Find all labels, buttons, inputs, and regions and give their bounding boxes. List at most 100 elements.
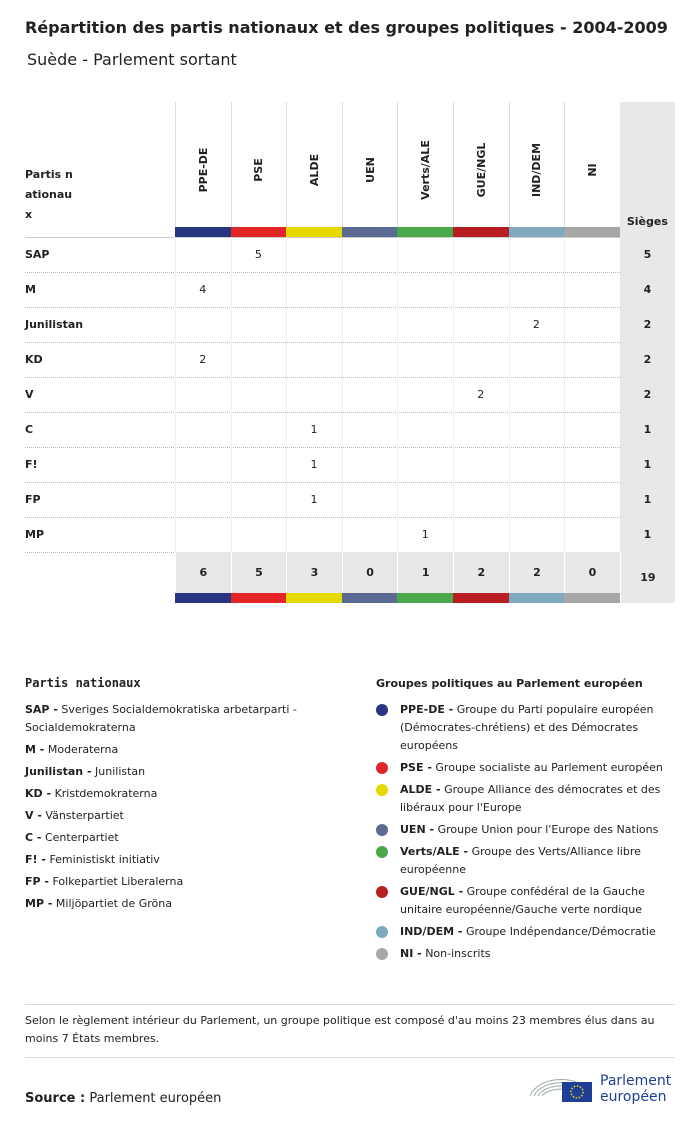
- column-header: IND/DEM: [529, 142, 543, 198]
- legend-item: SAP - Sveriges Socialdemokratiska arbeta…: [25, 701, 345, 737]
- group-color-bar: [175, 227, 231, 237]
- group-color-bar: [453, 593, 509, 603]
- cell-border: [453, 377, 454, 412]
- cell-border: [564, 307, 566, 342]
- cell-border: [564, 377, 566, 412]
- legend-item: GUE/NGL - Groupe confédéral de la Gauche…: [376, 883, 666, 919]
- cell-border: [341, 377, 343, 412]
- legend-body: IND/DEM - Groupe Indépendance/Démocratie: [400, 923, 656, 941]
- legend-text: Non-inscrits: [425, 947, 491, 960]
- cell-border: [286, 377, 288, 412]
- seat-count: 4: [199, 283, 207, 296]
- divider: [25, 1057, 675, 1058]
- cell-border: [341, 482, 343, 517]
- group-color-bar: [230, 227, 287, 237]
- legend-text: Groupe Indépendance/Démocratie: [465, 925, 656, 938]
- cell-border: [453, 447, 454, 482]
- cell-border: [397, 447, 399, 482]
- cell-border: [397, 412, 399, 447]
- column-rule: [341, 102, 343, 237]
- row-total: 2: [619, 307, 675, 342]
- legend-abbr: GUE/NGL -: [400, 885, 464, 898]
- group-total: 5: [230, 552, 287, 593]
- subtitle: Suède - Parlement sortant: [27, 50, 237, 69]
- group-color-bar: [564, 593, 620, 603]
- row-total: 1: [619, 482, 675, 517]
- legend-item: M - Moderaterna: [25, 741, 345, 759]
- group-color-bar: [453, 227, 509, 237]
- legend-item: V - Vänsterpartiet: [25, 807, 345, 825]
- legend-dot: [376, 886, 388, 898]
- cell-border: [341, 342, 343, 377]
- cell-border: [230, 377, 232, 412]
- cell-border: [175, 517, 176, 552]
- cell-border: [230, 482, 232, 517]
- cell-border: [453, 272, 454, 307]
- legend-dot: [376, 846, 388, 858]
- source-label: Source :: [25, 1091, 86, 1106]
- cell-border: [564, 272, 566, 307]
- group-color-bar: [230, 593, 287, 603]
- group-color-bar: [397, 227, 453, 237]
- cell-border: [175, 412, 176, 447]
- row-rule: [25, 517, 620, 518]
- logo-line: européen: [600, 1089, 667, 1105]
- cell-border: [564, 482, 566, 517]
- cell-border: [564, 342, 566, 377]
- column-rule: [564, 102, 566, 237]
- row-total: 2: [619, 377, 675, 412]
- legend-text: Kristdemokraterna: [54, 787, 158, 800]
- cell-border: [286, 482, 288, 517]
- legend-item: IND/DEM - Groupe Indépendance/Démocratie: [376, 923, 666, 941]
- row-total: 1: [619, 412, 675, 447]
- footnote: Selon le règlement intérieur du Parlemen…: [25, 1014, 655, 1045]
- logo-line: Parlement: [600, 1073, 672, 1089]
- legend-text: Centerpartiet: [44, 831, 119, 844]
- column-header: GUE/NGL: [474, 142, 488, 198]
- cell-border: [175, 377, 176, 412]
- corner-label: Partis nationaux: [25, 168, 73, 221]
- cell-border: [286, 342, 288, 377]
- row-rule: [25, 377, 620, 378]
- cell-border: [508, 307, 510, 342]
- party-name: C: [25, 423, 34, 436]
- column-rule: [397, 102, 399, 237]
- seat-count: 1: [310, 493, 318, 506]
- group-total: 3: [286, 552, 342, 593]
- party-name: MP: [25, 528, 45, 541]
- group-color-bar: [508, 593, 565, 603]
- cell-border: [286, 517, 288, 552]
- seat-count: 2: [477, 388, 485, 401]
- cell-border: [397, 517, 399, 552]
- cell-border: [341, 412, 343, 447]
- cell-border: [286, 237, 288, 272]
- rule: [25, 237, 675, 238]
- cell-border: [453, 307, 454, 342]
- column-rule: [286, 102, 288, 237]
- column-header: PPE-DE: [196, 147, 210, 193]
- legend-body: PPE-DE - Groupe du Parti populaire europ…: [400, 701, 666, 755]
- legend-dot: [376, 762, 388, 774]
- divider: [25, 1004, 675, 1005]
- legend-abbr: M -: [25, 743, 45, 756]
- row-rule: [25, 482, 620, 483]
- cell-border: [341, 307, 343, 342]
- legend-text: Moderaterna: [47, 743, 119, 756]
- seat-count: 2: [532, 318, 540, 331]
- seat-count: 1: [310, 423, 318, 436]
- cell-border: [508, 412, 510, 447]
- legend-body: Verts/ALE - Groupe des Verts/Alliance li…: [400, 843, 666, 879]
- legend-text: Vänsterpartiet: [45, 809, 124, 822]
- cell-border: [508, 237, 510, 272]
- legend-abbr: FP -: [25, 875, 49, 888]
- group-color-bar: [341, 227, 398, 237]
- legend-dot: [376, 948, 388, 960]
- seats-header: Sièges: [626, 214, 668, 228]
- cell-border: [397, 342, 399, 377]
- cell-border: [175, 447, 176, 482]
- group-color-bar: [397, 593, 453, 603]
- legend-text: Groupe Alliance des démocrates et des li…: [400, 783, 661, 814]
- cell-border: [453, 412, 454, 447]
- cell-border: [286, 447, 288, 482]
